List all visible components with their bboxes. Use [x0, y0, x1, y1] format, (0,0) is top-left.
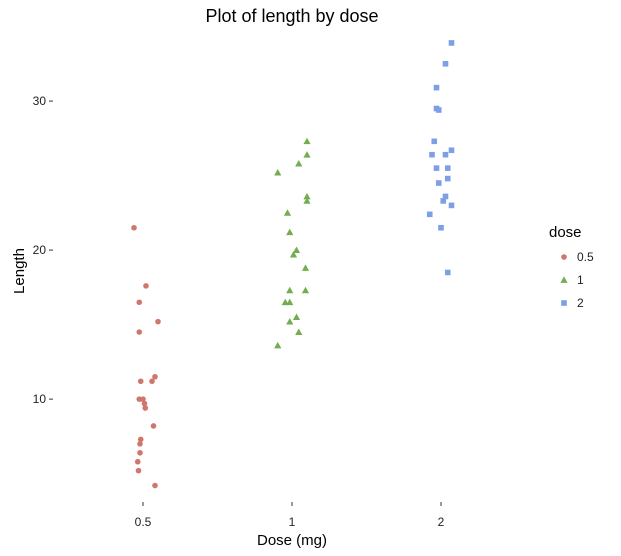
data-point-1: [303, 137, 311, 145]
data-point-1: [289, 250, 298, 258]
y-axis: 10 20 30: [33, 94, 53, 406]
data-point-2: [433, 165, 440, 171]
y-tick-label: 10: [33, 392, 47, 406]
data-point-1: [283, 209, 292, 216]
data-point-2: [442, 151, 449, 158]
legend-key-2: [561, 300, 567, 306]
data-point-1: [286, 318, 294, 325]
data-point-0-5: [142, 405, 149, 411]
x-tick-label: 1: [289, 515, 296, 529]
data-point-1: [295, 328, 303, 335]
chart-title: Plot of length by dose: [205, 6, 378, 26]
data-point-1: [286, 298, 294, 306]
data-point-2: [438, 224, 444, 231]
data-point-2: [444, 165, 451, 171]
data-point-2: [433, 84, 440, 91]
y-tick-label: 30: [33, 94, 47, 108]
data-point-2: [435, 107, 442, 113]
legend-key-1: [560, 276, 568, 283]
legend-label: 1: [577, 273, 584, 287]
data-point-2: [440, 198, 447, 204]
data-point-2: [426, 211, 433, 218]
legend-title: dose: [549, 224, 582, 241]
data-point-0-5: [136, 299, 143, 306]
data-point-0-5: [141, 400, 148, 407]
data-point-2: [448, 147, 455, 154]
data-point-1: [292, 246, 301, 253]
data-point-0-5: [143, 283, 149, 289]
data-point-1: [274, 341, 282, 349]
data-point-2: [429, 151, 435, 158]
data-point-1: [303, 197, 311, 204]
data-point-1: [286, 228, 294, 236]
data-point-0-5: [137, 378, 144, 385]
data-point-1: [303, 151, 311, 158]
data-point-0-5: [152, 482, 158, 489]
data-point-2: [444, 269, 451, 276]
data-point-2: [431, 138, 438, 145]
data-point-1: [281, 298, 289, 306]
data-point-0-5: [137, 449, 143, 456]
data-point-1: [292, 313, 301, 321]
data-point-1: [286, 286, 294, 294]
data-point-1: [295, 160, 303, 167]
x-axis-label: Dose (mg): [257, 532, 327, 549]
data-point-0-5: [149, 378, 155, 385]
y-axis-label: Length: [11, 248, 28, 294]
x-tick-label: 0.5: [135, 515, 152, 529]
data-point-0-5: [155, 318, 161, 325]
legend-key-0-5: [561, 254, 567, 260]
data-point-0-5: [137, 441, 143, 447]
data-point-0-5: [135, 467, 142, 474]
data-point-2: [448, 202, 455, 209]
legend-label: 0.5: [577, 250, 594, 264]
data-point-1: [301, 264, 310, 271]
data-point-0-5: [131, 224, 137, 231]
legend: dose 0.5 1 2: [549, 224, 594, 310]
data-point-0-5: [140, 396, 146, 402]
x-tick-label: 2: [438, 515, 445, 529]
data-point-0-5: [152, 373, 158, 380]
data-point-1: [274, 169, 282, 176]
data-point-0-5: [137, 436, 144, 443]
data-point-1: [303, 192, 311, 200]
data-point-2: [442, 61, 449, 67]
data-point-2: [448, 40, 455, 46]
data-point-0-5: [150, 423, 157, 429]
data-points: [131, 40, 455, 489]
data-point-0-5: [136, 329, 143, 335]
legend-label: 2: [577, 296, 584, 310]
data-point-2: [435, 180, 442, 186]
x-axis: 0.5 1 2: [135, 502, 445, 529]
data-point-0-5: [134, 458, 141, 465]
data-point-1: [301, 286, 310, 294]
data-point-2: [444, 175, 451, 182]
y-tick-label: 20: [33, 243, 47, 257]
data-point-2: [442, 193, 449, 200]
